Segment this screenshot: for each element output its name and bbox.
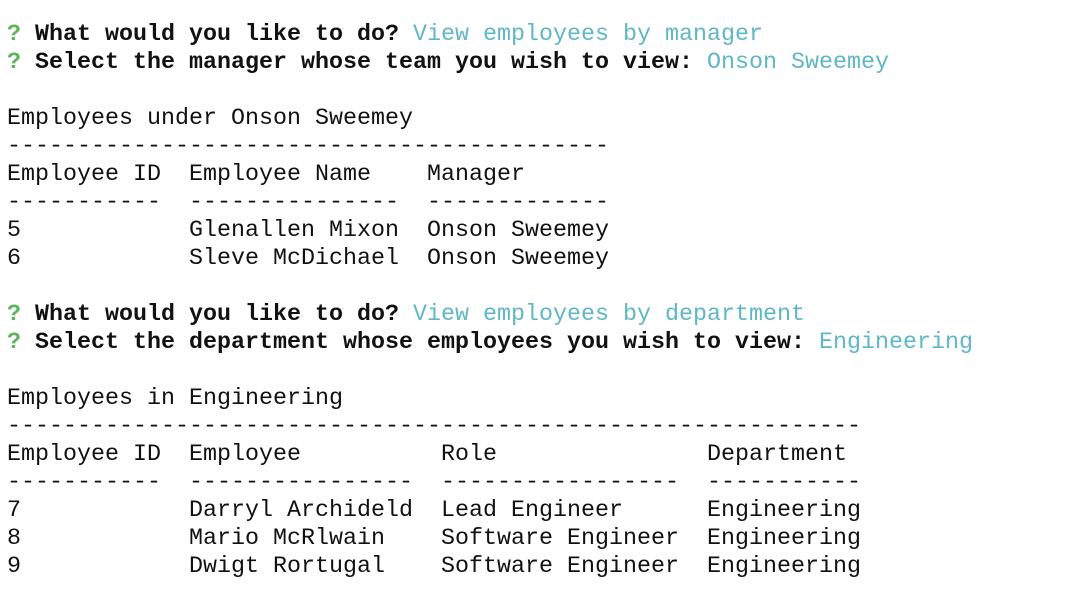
- table-header-cell: Manager: [427, 162, 525, 188]
- separator: ----------------------------------------…: [7, 134, 609, 160]
- table-cell: Mario McRlwain: [189, 526, 385, 552]
- table-cell: Onson Sweemey: [427, 218, 609, 244]
- prompt-line: ? Select the department whose employees y…: [7, 329, 973, 357]
- table-cell: 9: [7, 554, 21, 580]
- table-header-cell: Role: [441, 442, 497, 468]
- table-cell: Software Engineer: [441, 554, 679, 580]
- table-cell: Glenallen Mixon: [189, 218, 399, 244]
- prompt-question: What would you like to do?: [35, 22, 399, 48]
- prompt-question: What would you like to do?: [35, 302, 399, 328]
- table-header-underline: ---------------: [189, 190, 399, 216]
- table-header-cell: Employee ID: [7, 442, 161, 468]
- table-cell: Software Engineer: [441, 526, 679, 552]
- prompt-question: Select the department whose employees yo…: [35, 330, 805, 356]
- prompt-answer: View employees by department: [412, 302, 805, 328]
- table-cell: Lead Engineer: [441, 498, 623, 524]
- table-cell: 7: [7, 498, 21, 524]
- prompt-marker: ?: [7, 22, 21, 48]
- prompt-line: ? What would you like to do? View employee…: [7, 301, 805, 329]
- table-header-underline: -----------------: [441, 470, 679, 496]
- table-heading: Employees in Engineering: [7, 386, 343, 412]
- table-heading: Employees under Onson Sweemey: [7, 106, 413, 132]
- table-cell: Engineering: [707, 526, 861, 552]
- table-header-underline: -----------: [7, 470, 161, 496]
- table-cell: Engineering: [707, 554, 861, 580]
- separator: ----------------------------------------…: [7, 414, 861, 440]
- table-header-underline: -----------: [707, 470, 861, 496]
- prompt-answer: Onson Sweemey: [706, 50, 889, 76]
- table-cell: 6: [7, 246, 21, 272]
- prompt-line: ? Select the manager whose team you wish …: [7, 49, 889, 77]
- table-cell: 5: [7, 218, 21, 244]
- table-cell: Onson Sweemey: [427, 246, 609, 272]
- table-header-underline: -------------: [427, 190, 609, 216]
- table-cell: Dwigt Rortugal: [189, 554, 385, 580]
- table-header-cell: Employee: [189, 442, 301, 468]
- table-header-cell: Department: [707, 442, 847, 468]
- prompt-answer: View employees by manager: [412, 22, 763, 48]
- table-cell: Engineering: [707, 498, 861, 524]
- prompt-marker: ?: [7, 50, 21, 76]
- prompt-marker: ?: [7, 302, 21, 328]
- table-header-cell: Employee Name: [189, 162, 371, 188]
- table-cell: Sleve McDichael: [189, 246, 399, 272]
- table-header-cell: Employee ID: [7, 162, 161, 188]
- prompt-line: ? What would you like to do? View employee…: [7, 21, 763, 49]
- prompt-question: Select the manager whose team you wish t…: [35, 50, 693, 76]
- table-header-underline: ----------------: [189, 470, 413, 496]
- prompt-answer: Engineering: [818, 330, 973, 356]
- table-cell: 8: [7, 526, 21, 552]
- table-header-underline: -----------: [7, 190, 161, 216]
- table-cell: Darryl Archideld: [189, 498, 413, 524]
- prompt-marker: ?: [7, 330, 21, 356]
